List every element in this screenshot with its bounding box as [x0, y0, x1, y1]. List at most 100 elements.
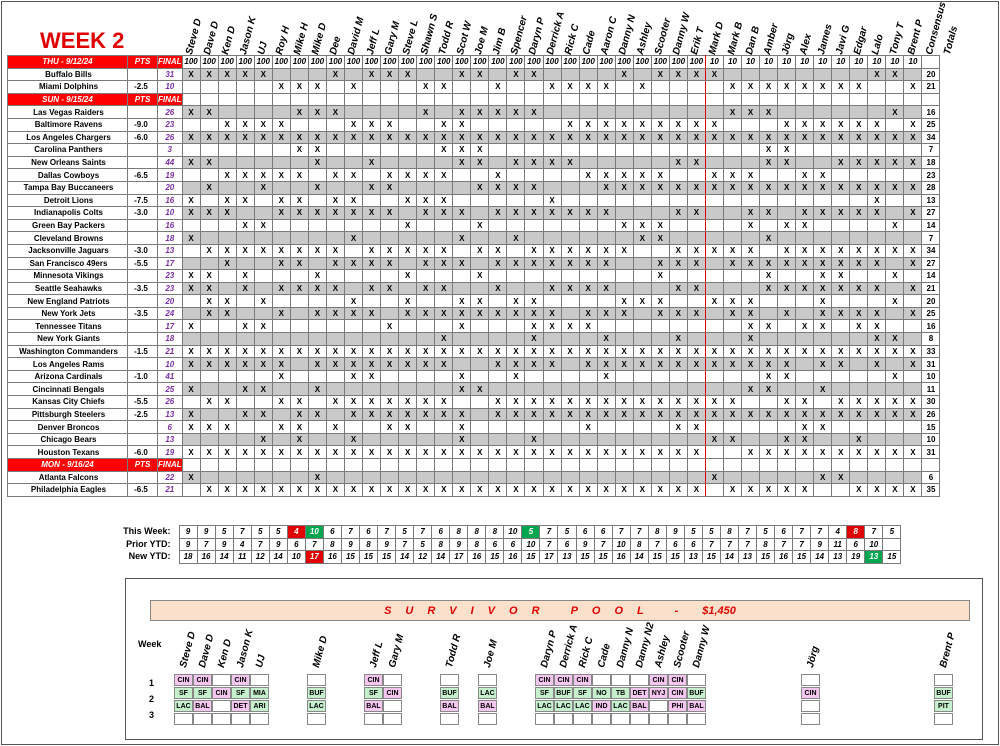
pick-cell[interactable]: [470, 281, 490, 296]
pick-cell[interactable]: X: [470, 105, 490, 119]
pick-cell[interactable]: X: [596, 168, 616, 182]
pick-cell[interactable]: [380, 382, 400, 397]
pick-cell[interactable]: [434, 231, 454, 245]
pick-cell[interactable]: [470, 206, 490, 220]
pick-cell[interactable]: [741, 193, 761, 208]
pick-cell[interactable]: [903, 420, 923, 434]
pick-cell[interactable]: [903, 470, 923, 485]
pick-cell[interactable]: [831, 294, 851, 308]
pick-cell[interactable]: [668, 470, 688, 485]
pick-cell[interactable]: [452, 80, 472, 94]
pick-cell[interactable]: [614, 369, 634, 384]
pick-cell[interactable]: X: [470, 130, 490, 145]
pick-cell[interactable]: [362, 319, 382, 334]
pick-cell[interactable]: X: [867, 407, 887, 422]
pick-cell[interactable]: X: [307, 206, 327, 220]
pick-cell[interactable]: X: [271, 243, 291, 258]
pick-cell[interactable]: X: [596, 445, 616, 459]
pick-cell[interactable]: X: [777, 80, 797, 94]
pick-cell[interactable]: [307, 67, 327, 82]
pick-cell[interactable]: X: [271, 420, 291, 434]
pick-cell[interactable]: [488, 143, 508, 157]
pick-cell[interactable]: [596, 269, 616, 283]
pick-cell[interactable]: [867, 218, 887, 233]
pick-cell[interactable]: [849, 382, 869, 397]
pick-cell[interactable]: X: [307, 180, 327, 195]
pick-cell[interactable]: [253, 470, 273, 485]
pick-cell[interactable]: X: [289, 105, 309, 119]
pick-cell[interactable]: X: [506, 483, 526, 497]
pick-cell[interactable]: [542, 67, 562, 82]
pick-cell[interactable]: X: [885, 180, 905, 195]
pick-cell[interactable]: X: [704, 395, 724, 409]
pick-cell[interactable]: X: [668, 117, 688, 132]
pick-cell[interactable]: X: [632, 294, 652, 308]
pick-cell[interactable]: [741, 395, 761, 409]
pick-cell[interactable]: X: [668, 180, 688, 195]
pick-cell[interactable]: X: [722, 256, 743, 271]
pick-cell[interactable]: [614, 432, 634, 447]
pick-cell[interactable]: X: [867, 130, 887, 145]
pick-cell[interactable]: [668, 369, 688, 384]
pick-cell[interactable]: [181, 256, 201, 271]
pick-cell[interactable]: [759, 67, 779, 82]
pick-cell[interactable]: [722, 218, 743, 233]
pick-cell[interactable]: X: [867, 243, 887, 258]
pick-cell[interactable]: [362, 168, 382, 182]
pick-cell[interactable]: X: [759, 105, 779, 119]
pick-cell[interactable]: X: [325, 306, 345, 321]
pick-cell[interactable]: X: [235, 117, 255, 132]
pick-cell[interactable]: X: [704, 432, 724, 447]
pick-cell[interactable]: [253, 155, 273, 170]
pick-cell[interactable]: [343, 319, 364, 334]
pick-cell[interactable]: X: [488, 357, 508, 371]
pick-cell[interactable]: X: [813, 168, 833, 182]
pick-cell[interactable]: X: [903, 117, 923, 132]
pick-cell[interactable]: X: [343, 407, 364, 422]
pick-cell[interactable]: [542, 332, 562, 346]
pick-cell[interactable]: X: [632, 357, 652, 371]
pick-cell[interactable]: [578, 382, 598, 397]
pick-cell[interactable]: [416, 231, 436, 245]
pick-cell[interactable]: X: [307, 357, 327, 371]
pick-cell[interactable]: X: [271, 369, 291, 384]
pick-cell[interactable]: X: [343, 483, 364, 497]
pick-cell[interactable]: X: [849, 319, 869, 334]
pick-cell[interactable]: [253, 143, 273, 157]
pick-cell[interactable]: [253, 332, 273, 346]
pick-cell[interactable]: X: [741, 357, 761, 371]
pick-cell[interactable]: X: [181, 231, 201, 245]
pick-cell[interactable]: X: [795, 256, 815, 271]
pick-cell[interactable]: X: [704, 67, 724, 82]
pick-cell[interactable]: X: [903, 483, 923, 497]
pick-cell[interactable]: [741, 281, 761, 296]
pick-cell[interactable]: X: [434, 256, 454, 271]
pick-cell[interactable]: X: [614, 168, 634, 182]
pick-cell[interactable]: X: [307, 407, 327, 422]
pick-cell[interactable]: [596, 143, 616, 157]
pick-cell[interactable]: [362, 420, 382, 434]
pick-cell[interactable]: [650, 243, 670, 258]
pick-cell[interactable]: X: [488, 80, 508, 94]
pick-cell[interactable]: X: [506, 130, 526, 145]
pick-cell[interactable]: [181, 306, 201, 321]
pick-cell[interactable]: X: [759, 180, 779, 195]
pick-cell[interactable]: [416, 369, 436, 384]
pick-cell[interactable]: [271, 67, 291, 82]
pick-cell[interactable]: X: [199, 67, 219, 82]
pick-cell[interactable]: X: [307, 483, 327, 497]
pick-cell[interactable]: [704, 231, 724, 245]
pick-cell[interactable]: X: [524, 319, 544, 334]
pick-cell[interactable]: X: [253, 432, 273, 447]
pick-cell[interactable]: X: [831, 470, 851, 485]
pick-cell[interactable]: [325, 369, 345, 384]
pick-cell[interactable]: X: [596, 306, 616, 321]
pick-cell[interactable]: [452, 168, 472, 182]
pick-cell[interactable]: X: [741, 445, 761, 459]
pick-cell[interactable]: X: [542, 80, 562, 94]
pick-cell[interactable]: [831, 218, 851, 233]
pick-cell[interactable]: X: [289, 407, 309, 422]
pick-cell[interactable]: [867, 432, 887, 447]
pick-cell[interactable]: [542, 105, 562, 119]
pick-cell[interactable]: X: [903, 243, 923, 258]
